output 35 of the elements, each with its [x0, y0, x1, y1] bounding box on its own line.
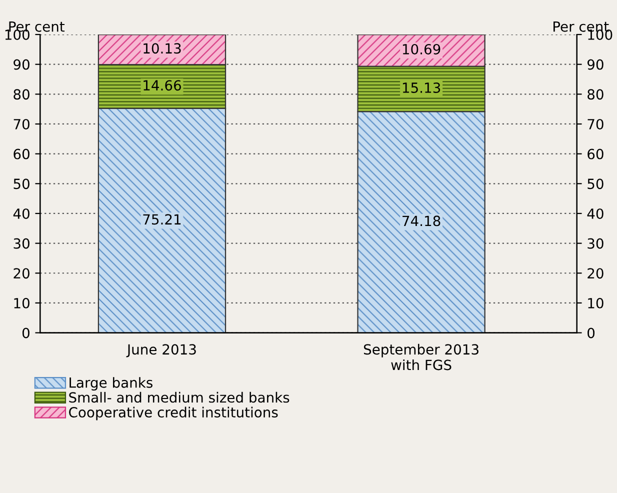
y2-tick-label: 50 — [588, 178, 604, 190]
y-axis-title: Per cent — [9, 21, 65, 32]
legend-label: Small- and medium sized banks — [69, 392, 290, 403]
y-tick-label: 0 — [22, 328, 30, 338]
y-tick-label: 20 — [14, 268, 30, 279]
y-tick-label: 50 — [14, 178, 30, 190]
data-label: 15.13 — [402, 82, 440, 93]
y2-tick-label: 100 — [588, 29, 612, 40]
y2-tick-label: 70 — [588, 118, 604, 130]
y-tick-label: 80 — [14, 89, 30, 100]
data-label: 74.18 — [402, 216, 440, 226]
y2-tick-label: 60 — [588, 148, 604, 160]
y-tick-label: 100 — [5, 29, 30, 40]
y-tick-label: 70 — [14, 118, 30, 130]
data-label: 75.21 — [143, 214, 181, 225]
data-label: 10.13 — [144, 43, 181, 54]
y2-tick-label: 20 — [588, 268, 604, 279]
y2-tick-label: 10 — [588, 298, 604, 308]
data-label: 14.66 — [144, 80, 181, 91]
y-tick-label: 30 — [14, 238, 30, 249]
y2-tick-label: 0 — [588, 328, 595, 338]
legend-label: Large banks — [70, 377, 152, 391]
x-tick-label: September 2013 with FGS — [364, 344, 478, 370]
x-tick-label: June 2013 — [126, 344, 196, 358]
y-tick-label: 60 — [14, 148, 30, 160]
y-tick-label: 90 — [14, 59, 30, 70]
y-tick-label: 10 — [14, 298, 30, 308]
y2-tick-label: 80 — [588, 89, 604, 100]
y2-tick-label: 30 — [588, 238, 604, 249]
data-label: 10.69 — [402, 44, 440, 54]
y-tick-label: 40 — [13, 208, 30, 219]
y2-axis-title: Per cent — [553, 21, 609, 32]
y2-tick-label: 40 — [587, 208, 604, 219]
y2-tick-label: 90 — [587, 59, 604, 70]
legend-label: Cooperative credit institutions — [69, 406, 278, 420]
